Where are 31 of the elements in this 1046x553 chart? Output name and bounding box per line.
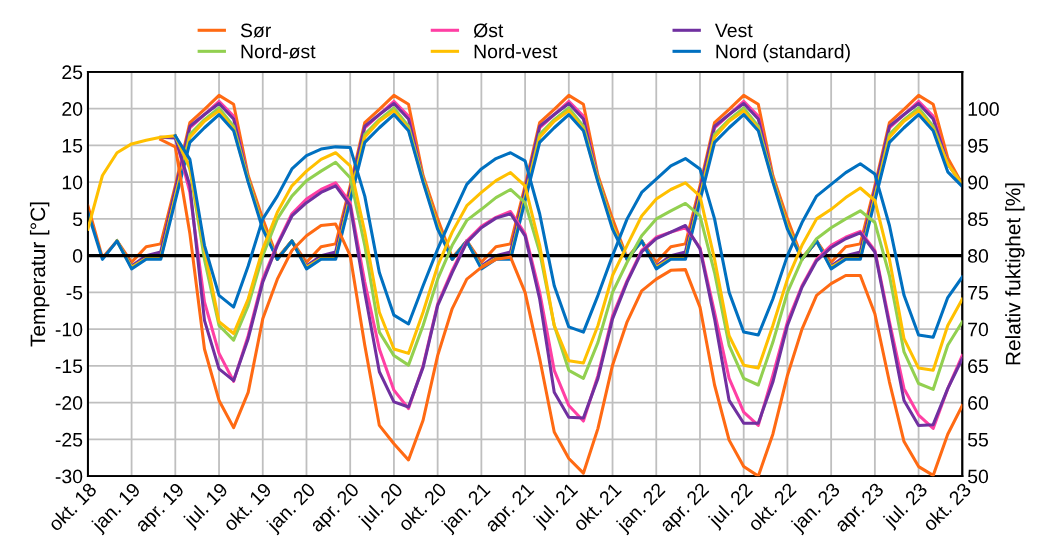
y2-tick-label: 90 — [968, 175, 989, 190]
y-tick-label: -15 — [55, 359, 83, 374]
legend-label: Nord-øst — [241, 44, 316, 59]
y-tick-label: 5 — [72, 212, 83, 227]
legend-label: Nord-vest — [474, 44, 558, 59]
y2-tick-label: 50 — [967, 469, 989, 484]
legend-label: Sør — [240, 23, 271, 38]
y2-tick-label: 70 — [968, 322, 989, 337]
legend-label: Vest — [714, 23, 753, 38]
y2-tick-label: 95 — [968, 138, 988, 153]
legend-label: Nord (standard) — [716, 44, 850, 63]
y-tick-label: -30 — [55, 469, 83, 484]
y-tick-label: 20 — [62, 102, 83, 116]
y2-tick-label: 80 — [968, 249, 989, 263]
legend-label: Øst — [473, 23, 504, 38]
y2-tick-label: 100 — [968, 102, 999, 116]
y-tick-label: -10 — [55, 322, 83, 337]
y-tick-label: 15 — [62, 139, 83, 153]
y-tick-label: 10 — [62, 175, 83, 190]
y2-tick-label: 65 — [968, 359, 988, 374]
y-axis-title: Temperatur [°C] — [29, 202, 50, 347]
y2-tick-label: 75 — [968, 286, 988, 300]
y2-tick-label: 85 — [968, 212, 988, 227]
y2-tick-label: 60 — [968, 396, 989, 410]
y-tick-label: -5 — [66, 286, 83, 300]
y-tick-label: -25 — [55, 432, 83, 447]
y-tick-label: -20 — [55, 396, 83, 410]
y2-axis-title: Relativ fuktighet [%] — [1005, 183, 1025, 365]
y-tick-label: 0 — [72, 249, 83, 263]
y-tick-label: 25 — [62, 65, 83, 80]
y2-tick-label: 55 — [967, 433, 988, 447]
